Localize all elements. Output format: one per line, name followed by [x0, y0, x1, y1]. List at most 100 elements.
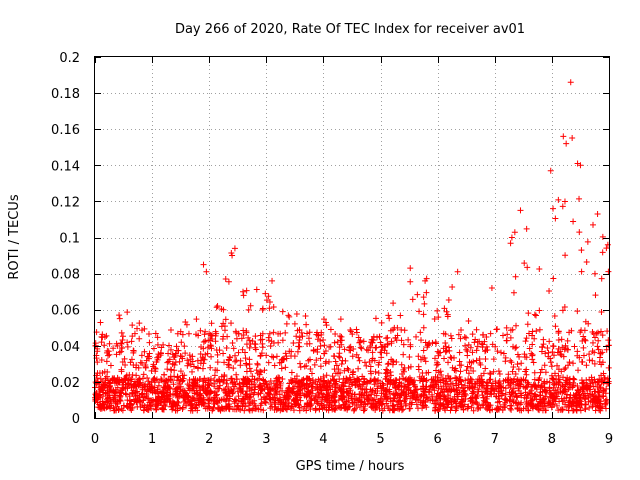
data-point	[456, 374, 463, 381]
data-point	[522, 338, 529, 345]
data-point	[116, 315, 123, 322]
data-point	[228, 320, 235, 327]
data-point	[378, 390, 385, 397]
data-point	[195, 332, 202, 339]
data-point	[131, 330, 138, 337]
data-point	[279, 356, 286, 363]
data-point	[469, 331, 476, 338]
data-point	[151, 379, 158, 386]
data-point	[211, 372, 218, 379]
data-point	[230, 345, 237, 352]
data-point	[453, 375, 460, 382]
data-point	[216, 377, 223, 384]
data-point	[297, 364, 304, 371]
data-point	[523, 335, 530, 342]
data-point	[495, 379, 502, 386]
data-point	[277, 330, 284, 337]
data-point	[220, 350, 227, 357]
data-point	[452, 403, 459, 410]
data-point	[235, 330, 242, 337]
data-point	[317, 355, 324, 362]
data-point	[429, 384, 436, 391]
data-point	[172, 350, 179, 357]
data-point	[118, 377, 125, 384]
data-point	[576, 401, 583, 408]
data-point	[282, 350, 289, 357]
data-point	[261, 386, 268, 393]
data-point	[200, 385, 207, 392]
data-point	[129, 322, 136, 329]
data-point	[579, 388, 586, 395]
data-point	[267, 378, 274, 385]
data-point	[468, 376, 475, 383]
x-tick-label: 0	[91, 432, 99, 447]
data-point	[357, 338, 364, 345]
data-point	[193, 383, 200, 390]
data-point	[387, 377, 394, 384]
data-point	[128, 381, 135, 388]
data-point	[542, 350, 549, 357]
data-point	[254, 361, 261, 368]
data-point	[306, 329, 313, 336]
data-point	[140, 397, 147, 404]
data-point	[496, 371, 503, 378]
data-point	[212, 338, 219, 345]
data-point	[237, 362, 244, 369]
data-point	[152, 330, 159, 337]
data-point	[99, 405, 106, 412]
data-point	[463, 346, 470, 353]
data-point	[253, 286, 260, 293]
data-point	[407, 387, 414, 394]
data-point	[141, 402, 148, 409]
data-point	[503, 324, 510, 331]
data-point	[532, 391, 539, 398]
data-point	[133, 390, 140, 397]
data-point	[562, 364, 569, 371]
data-point	[341, 346, 348, 353]
data-point	[124, 309, 131, 316]
data-point	[509, 368, 516, 375]
data-point	[412, 389, 419, 396]
data-point	[334, 339, 341, 346]
data-point	[237, 406, 244, 413]
data-point	[333, 389, 340, 396]
data-point	[375, 377, 382, 384]
data-point	[553, 402, 560, 409]
data-point	[181, 372, 188, 379]
data-point	[420, 402, 427, 409]
data-point	[605, 364, 612, 371]
data-point	[510, 364, 517, 371]
data-point	[566, 329, 573, 336]
data-point	[133, 379, 140, 386]
data-point	[418, 356, 425, 363]
data-point	[483, 379, 490, 386]
data-point	[184, 362, 191, 369]
data-point	[108, 402, 115, 409]
data-point	[114, 401, 121, 408]
data-point	[369, 339, 376, 346]
data-point	[472, 394, 479, 401]
chart-title: Day 266 of 2020, Rate Of TEC Index for r…	[175, 22, 525, 37]
data-point	[494, 399, 501, 406]
data-point	[167, 373, 174, 380]
data-point	[553, 381, 560, 388]
data-point	[154, 341, 161, 348]
data-point	[596, 400, 603, 407]
data-point	[247, 340, 254, 347]
data-point	[272, 387, 279, 394]
data-point	[332, 330, 339, 337]
data-point	[590, 395, 597, 402]
data-point	[431, 316, 438, 323]
data-point	[398, 407, 405, 414]
data-point	[508, 234, 515, 241]
data-point	[187, 397, 194, 404]
y-tick-label: 0.14	[51, 159, 80, 174]
data-point	[174, 347, 181, 354]
data-point	[413, 333, 420, 340]
data-point	[390, 403, 397, 410]
y-tick-label: 0.2	[59, 51, 80, 66]
data-point	[402, 395, 409, 402]
data-point	[548, 372, 555, 379]
data-point	[400, 341, 407, 348]
data-point	[424, 344, 431, 351]
